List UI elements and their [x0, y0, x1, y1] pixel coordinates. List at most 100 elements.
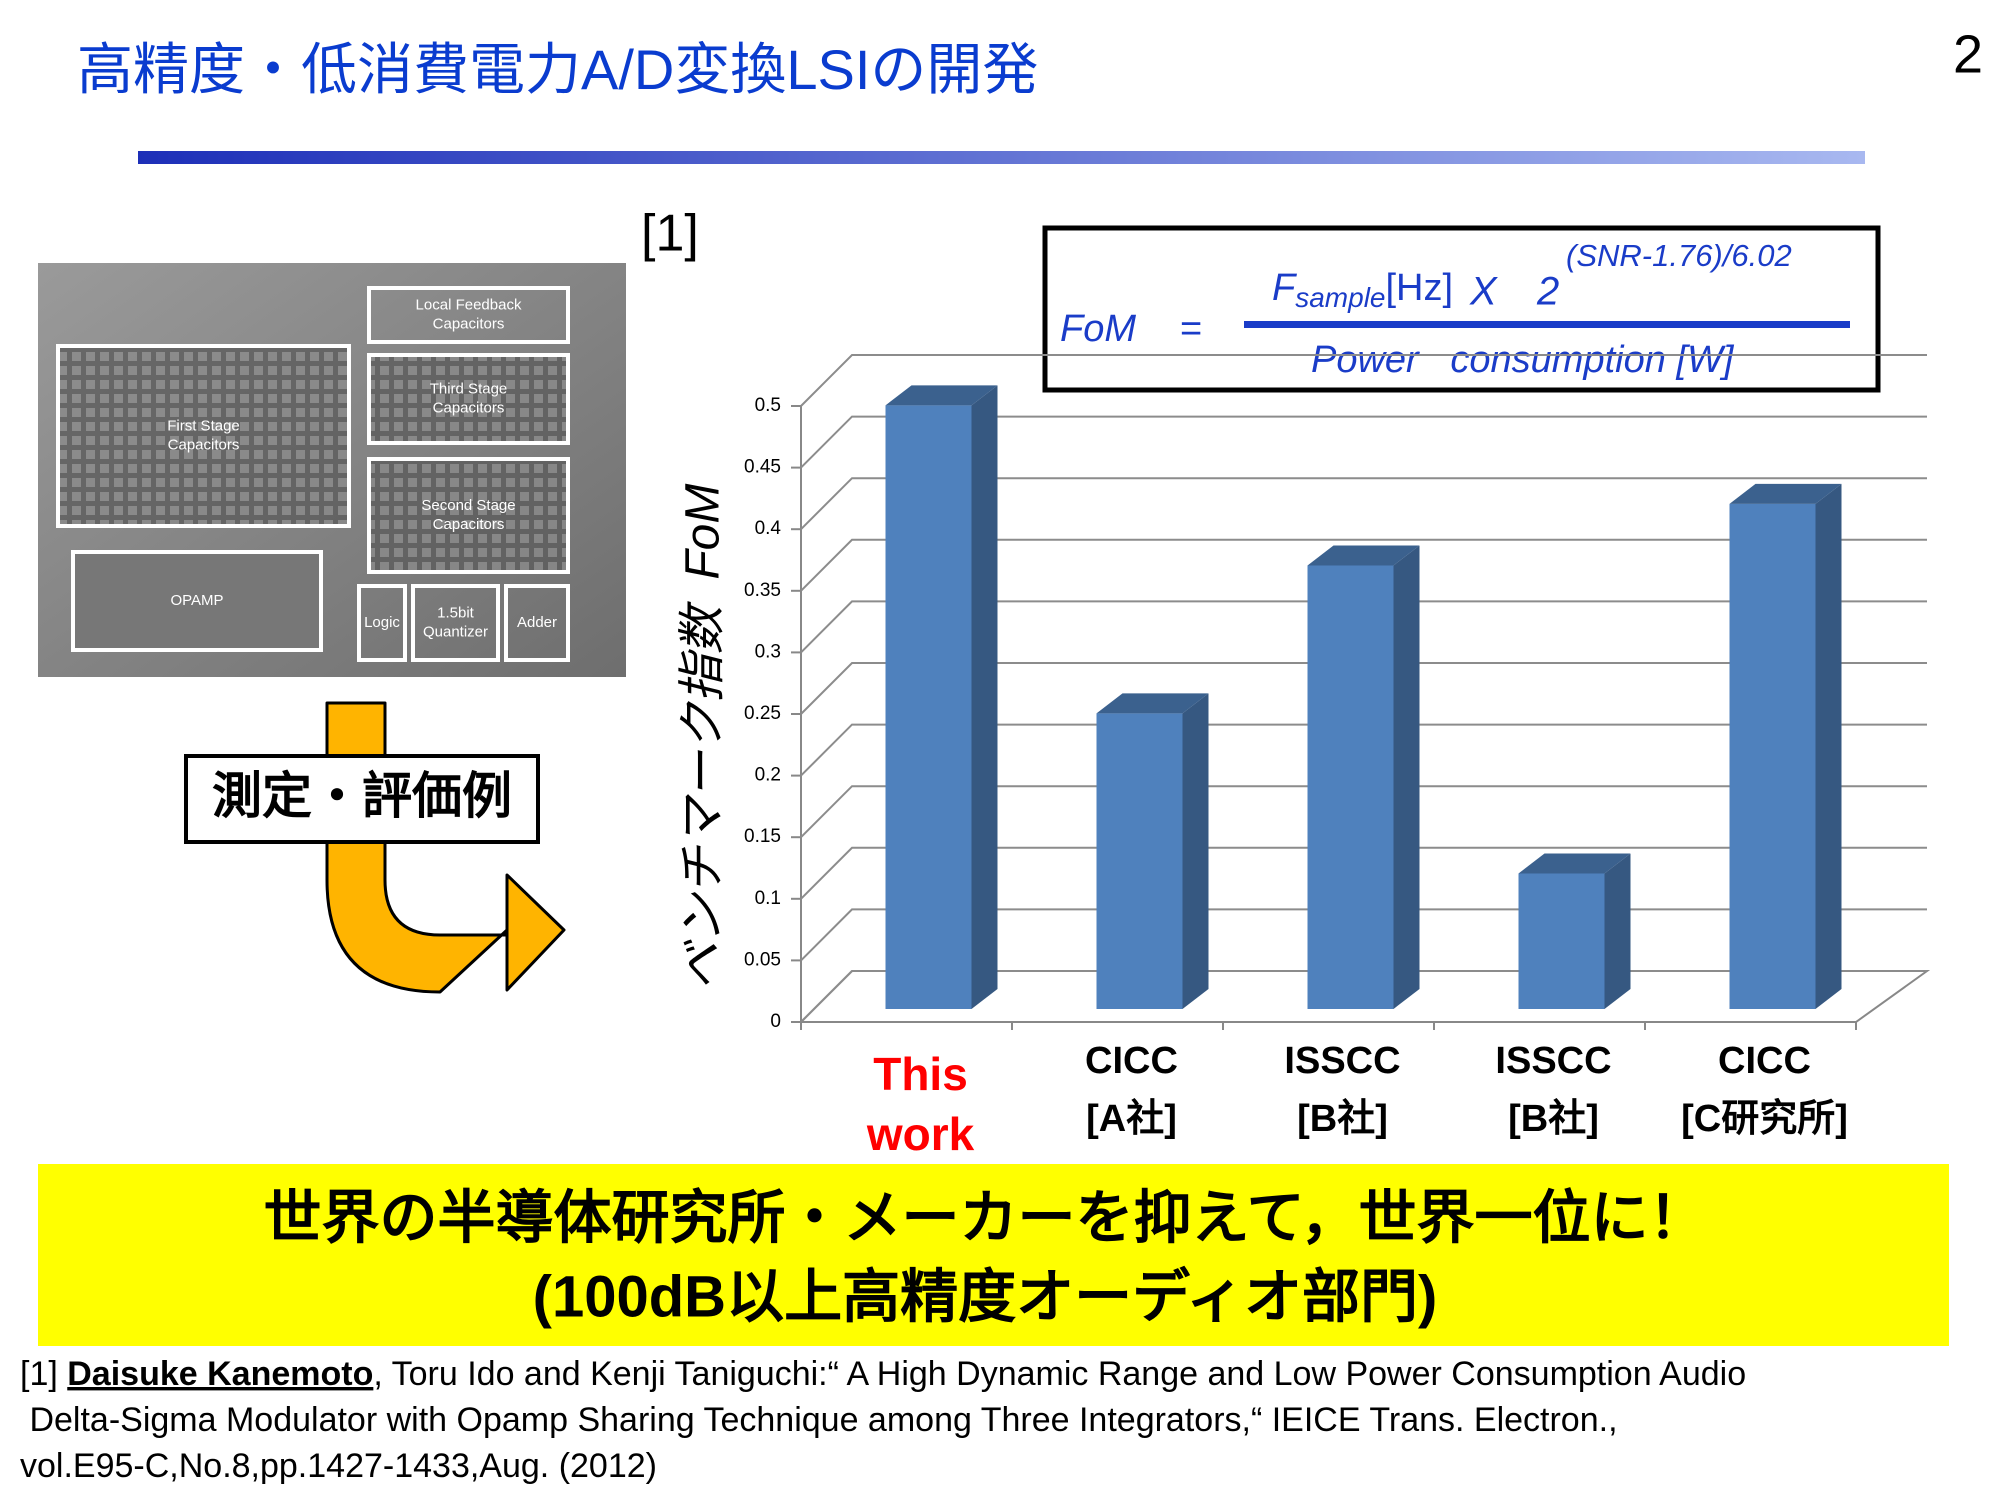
banner: [38, 1164, 1949, 1346]
x-tick-label: CICC: [1085, 1040, 1178, 1082]
x-tick-label: [A社]: [1086, 1098, 1177, 1140]
y-tick-label: 0.45: [744, 457, 781, 478]
y-tick-label: 0: [770, 1011, 781, 1032]
y-tick-label: 0.25: [744, 703, 781, 724]
y-tick-label: 0.3: [755, 641, 781, 662]
chip-region: [367, 286, 570, 344]
bar-top: [885, 385, 998, 406]
bar-top: [1096, 693, 1209, 714]
y-axis-label: ベンチマーク指数 FoM: [677, 484, 730, 991]
x-tick-label: ISSCC: [1284, 1040, 1400, 1082]
reference-line: vol.E95-C,No.8,pp.1427-1433,Aug. (2012): [20, 1447, 657, 1485]
x-tick-label: work: [866, 1108, 975, 1160]
chip-label: Capacitors: [433, 516, 505, 533]
chip-photo: Local Feedback Capacitors First Stage Capac…: [38, 263, 626, 677]
grid-line: [800, 785, 1927, 838]
reference-label: [1]: [20, 1355, 67, 1393]
chip-label: Third Stage: [430, 380, 508, 397]
grid-line: [800, 662, 1927, 715]
grid-line: [800, 600, 1927, 654]
formula-lhs: FoM: [1060, 308, 1136, 350]
reference-text: , Toru Ido and Kenji Taniguchi:“ A High …: [373, 1355, 1746, 1393]
chip-block: [58, 346, 348, 526]
y-tick-label: 0.4: [755, 518, 782, 539]
chip-label: OPAMP: [170, 592, 223, 609]
bar-side: [1815, 483, 1842, 1009]
chip-block: [370, 356, 568, 442]
x-tick-label: [C研究所]: [1681, 1098, 1848, 1140]
bar-front: [1096, 713, 1183, 1009]
formula-box: [1042, 225, 1881, 393]
x-tick-label: CICC: [1718, 1040, 1811, 1082]
chip-region: [357, 584, 407, 662]
reference-line: Delta-Sigma Modulator with Opamp Sharing…: [20, 1401, 1618, 1439]
y-tick-label: 0.2: [755, 765, 781, 786]
chip-label: Second Stage: [421, 497, 515, 514]
formula-equals: =: [1180, 308, 1202, 350]
chip-block: [73, 552, 320, 650]
grid-line: [800, 354, 1927, 407]
chip-region: [367, 457, 570, 574]
formula-subscript: sample: [1295, 282, 1385, 313]
bar-front: [1518, 873, 1605, 1009]
bar-side: [1604, 853, 1631, 1009]
chip-label: First Stage: [167, 417, 240, 434]
citation-mark: [1]: [641, 205, 699, 263]
bar-front: [1307, 565, 1394, 1009]
bar-front: [885, 405, 972, 1009]
grid-line: [800, 477, 1927, 530]
bar-top: [1307, 545, 1420, 566]
chip-label: Local Feedback: [416, 296, 522, 313]
slide-title: 高精度・低消費電力A/D変換LSIの開発: [77, 38, 1038, 101]
formula: FoM = Fsample[Hz] X 2 (SNR-1.76)/6.02 Po…: [1060, 238, 1850, 381]
chip-label: Adder: [517, 614, 557, 631]
bar-side: [1182, 693, 1209, 1009]
x-tick-label: This: [873, 1048, 968, 1100]
bar-top: [1518, 853, 1631, 874]
chip-region: [411, 584, 500, 662]
grid-line: [800, 415, 1927, 469]
y-tick-label: 0.5: [755, 395, 781, 416]
chip-label: Capacitors: [433, 315, 505, 332]
formula-f: F: [1272, 267, 1297, 309]
grid-line: [800, 538, 1927, 592]
fraction-bar: [1244, 321, 1850, 328]
chip-region: [367, 353, 570, 445]
bar-front: [1729, 503, 1816, 1009]
reference-line: [1] Daisuke Kanemoto, Toru Ido and Kenji…: [20, 1355, 1746, 1393]
grid-line: [800, 846, 1927, 900]
formula-unit: [Hz]: [1385, 267, 1453, 309]
banner-line: 世界の半導体研究所・メーカーを抑えて，世界一位に！: [263, 1185, 1706, 1250]
chip-block: [370, 460, 568, 572]
arrow-label: 測定・評価例: [212, 768, 512, 824]
banner-line: (100dB以上高精度オーディオ部門): [533, 1264, 1438, 1329]
flow-arrow: [325, 701, 566, 994]
bar-side: [971, 385, 998, 1009]
x-tick-label: ISSCC: [1495, 1040, 1611, 1082]
chip-region: [56, 344, 351, 528]
formula-denominator: Power consumption [W]: [1311, 339, 1735, 381]
chip-label: Capacitors: [168, 436, 240, 453]
chip-region: [71, 550, 323, 652]
chip-label: Quantizer: [423, 623, 488, 640]
chip-label: 1.5bit: [437, 604, 475, 621]
grid-line: [800, 723, 1927, 777]
bar-top: [1729, 483, 1842, 504]
formula-times: X: [1469, 270, 1498, 314]
y-tick-label: 0.35: [744, 580, 781, 601]
x-tick-label: [B社]: [1297, 1098, 1388, 1140]
formula-base: 2: [1536, 270, 1559, 314]
formula-exponent: (SNR-1.76)/6.02: [1566, 238, 1792, 273]
formula-numerator: Fsample[Hz]: [1272, 267, 1453, 313]
x-tick-label: [B社]: [1508, 1098, 1599, 1140]
y-tick-label: 0.05: [744, 949, 781, 970]
chip-label: Logic: [364, 614, 400, 631]
y-tick-label: 0.1: [755, 888, 781, 909]
chart: 0 0.05 0.1 0.15 0.2 0.25 0.3 0.35 0.4 0.45 0.5 This…: [744, 354, 1931, 1160]
chip-label: Capacitors: [433, 399, 505, 416]
page-number: 2: [1953, 24, 1983, 84]
chip-region: [504, 584, 570, 662]
title-rule: [138, 151, 1865, 164]
